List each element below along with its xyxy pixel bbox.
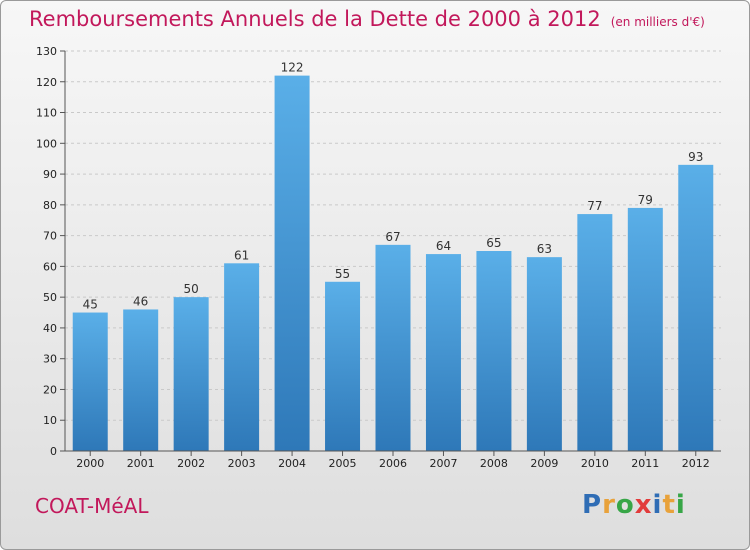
data-label-2007: 64 xyxy=(436,239,451,253)
logo-letter: r xyxy=(602,490,616,520)
proxiti-logo: Proxiti xyxy=(582,490,686,520)
x-tick-label-2009: 2009 xyxy=(530,457,558,470)
x-tick-label-2000: 2000 xyxy=(76,457,104,470)
x-tick-label-2012: 2012 xyxy=(682,457,710,470)
bar-2006 xyxy=(375,244,411,451)
x-tick-label-2008: 2008 xyxy=(480,457,508,470)
logo-letter: i xyxy=(652,490,663,520)
chart-title: Remboursements Annuels de la Dette de 20… xyxy=(29,7,705,31)
bar-2000 xyxy=(72,312,108,451)
data-label-2009: 63 xyxy=(537,242,552,256)
x-tick-label-2001: 2001 xyxy=(127,457,155,470)
data-label-2002: 50 xyxy=(184,282,199,296)
data-label-2012: 93 xyxy=(688,150,703,164)
x-tick-label-2004: 2004 xyxy=(278,457,306,470)
y-tick-label: 50 xyxy=(43,291,57,304)
y-tick-label: 80 xyxy=(43,199,57,212)
logo-letter: o xyxy=(615,490,635,520)
data-label-2006: 67 xyxy=(385,230,400,244)
data-label-2010: 77 xyxy=(587,199,602,213)
bar-2003 xyxy=(224,263,260,451)
y-tick-label: 120 xyxy=(36,76,57,89)
y-tick-label: 90 xyxy=(43,168,57,181)
y-tick-label: 130 xyxy=(36,45,57,58)
bar-2007 xyxy=(425,254,461,451)
logo-letter: t xyxy=(662,490,676,520)
x-tick-label-2007: 2007 xyxy=(429,457,457,470)
y-tick-label: 30 xyxy=(43,353,57,366)
bar-2005 xyxy=(325,281,361,451)
y-tick-label: 0 xyxy=(50,445,57,458)
bar-2009 xyxy=(526,257,562,451)
y-tick-label: 110 xyxy=(36,107,57,120)
chart-unit: (en milliers d'€) xyxy=(610,15,705,29)
data-label-2000: 45 xyxy=(83,298,98,312)
bar-2010 xyxy=(577,214,613,451)
bar-2002 xyxy=(173,297,209,451)
data-label-2004: 122 xyxy=(281,61,304,75)
data-label-2001: 46 xyxy=(133,294,148,308)
y-tick-label: 10 xyxy=(43,414,57,427)
bar-2001 xyxy=(123,309,159,451)
data-label-2005: 55 xyxy=(335,267,350,281)
y-tick-label: 100 xyxy=(36,137,57,150)
x-tick-label-2011: 2011 xyxy=(631,457,659,470)
x-tick-label-2003: 2003 xyxy=(228,457,256,470)
x-tick-label-2002: 2002 xyxy=(177,457,205,470)
chart-title-text: Remboursements Annuels de la Dette de 20… xyxy=(29,7,601,31)
logo-letter: i xyxy=(675,490,686,520)
commune-name: COAT-MéAL xyxy=(35,494,149,518)
bar-2008 xyxy=(476,251,512,451)
x-tick-label-2010: 2010 xyxy=(581,457,609,470)
bar-2011 xyxy=(627,207,663,451)
y-tick-label: 20 xyxy=(43,383,57,396)
bar-2012 xyxy=(678,164,714,451)
y-tick-label: 70 xyxy=(43,230,57,243)
data-label-2003: 61 xyxy=(234,248,249,262)
data-label-2011: 79 xyxy=(638,193,653,207)
x-tick-label-2005: 2005 xyxy=(329,457,357,470)
logo-letter: x xyxy=(634,490,653,520)
logo-letter: P xyxy=(582,490,603,520)
bar-2004 xyxy=(274,75,310,451)
x-tick-label-2006: 2006 xyxy=(379,457,407,470)
data-label-2008: 65 xyxy=(486,236,501,250)
y-tick-label: 40 xyxy=(43,322,57,335)
y-tick-label: 60 xyxy=(43,260,57,273)
